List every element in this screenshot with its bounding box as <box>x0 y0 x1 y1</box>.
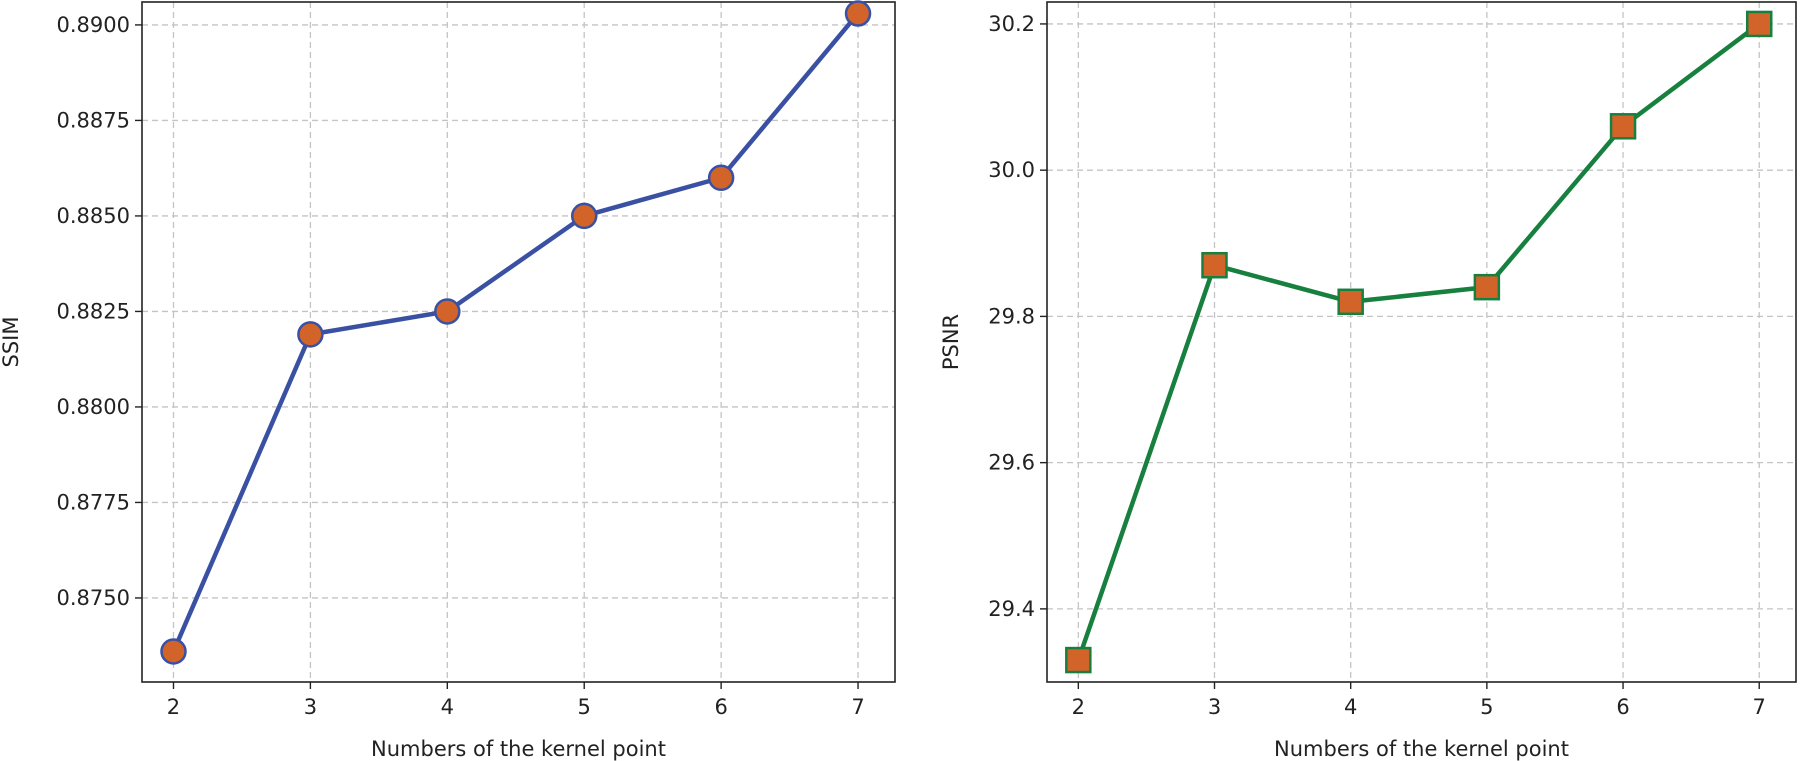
ssim-series-line <box>171 12 860 653</box>
x-tick-label: 4 <box>441 695 454 719</box>
psnr-data-point <box>1065 646 1092 674</box>
x-tick-label: 7 <box>1753 695 1766 719</box>
x-tick-label: 2 <box>167 695 180 719</box>
psnr-data-point <box>1337 288 1364 316</box>
psnr-data-point <box>1473 273 1501 301</box>
x-tick-label: 4 <box>1344 695 1357 719</box>
y-tick-label: 0.8875 <box>57 108 130 132</box>
ssim-data-point <box>434 298 461 325</box>
y-tick-label: 0.8775 <box>57 490 130 514</box>
y-tick-label: 0.8850 <box>57 204 130 228</box>
ssim-data-point <box>297 321 324 348</box>
y-tick-label: 0.8825 <box>57 299 130 323</box>
x-tick-label: 3 <box>304 695 317 719</box>
psnr-data-point <box>1201 251 1228 279</box>
ssim-data-point <box>160 638 187 665</box>
x-tick-label: 5 <box>578 695 591 719</box>
x-tick-label: 3 <box>1208 695 1221 719</box>
y-tick-label: 0.8800 <box>57 395 130 419</box>
y-axis-label: SSIM <box>0 317 23 368</box>
ssim-data-point <box>570 202 598 230</box>
plot-frame <box>1046 1 1797 683</box>
x-axis-label: Numbers of the kernel point <box>371 737 666 761</box>
y-tick-label: 0.8900 <box>57 13 130 37</box>
x-axis-label: Numbers of the kernel point <box>1274 737 1569 761</box>
x-tick-label: 2 <box>1072 695 1085 719</box>
x-tick-label: 5 <box>1480 695 1493 719</box>
y-tick-label: 30.0 <box>988 158 1035 182</box>
psnr-data-point <box>1745 10 1773 38</box>
y-axis-label: PSNR <box>939 314 963 370</box>
x-tick-label: 6 <box>1616 695 1629 719</box>
psnr-chart: 2 3 4 5 6 7 29.4 29.6 29.8 30.0 30.2 Numbers of the… <box>939 1 1797 761</box>
plot-frame <box>141 1 896 683</box>
y-tick-label: 0.8750 <box>57 586 130 610</box>
ssim-data-point <box>844 0 872 27</box>
y-tick-label: 29.6 <box>988 451 1035 475</box>
psnr-series-line <box>1076 22 1761 661</box>
ssim-chart: 2 3 4 5 6 7 0.8750 0.8775 0.8800 0.8825 0.8850 0.88… <box>0 0 896 761</box>
y-tick-label: 29.8 <box>988 304 1035 328</box>
x-tick-label: 7 <box>851 695 864 719</box>
y-tick-label: 29.4 <box>988 597 1035 621</box>
x-tick-label: 6 <box>714 695 727 719</box>
psnr-data-point <box>1609 113 1637 140</box>
ssim-data-point <box>707 164 735 191</box>
y-tick-label: 30.2 <box>988 12 1035 36</box>
